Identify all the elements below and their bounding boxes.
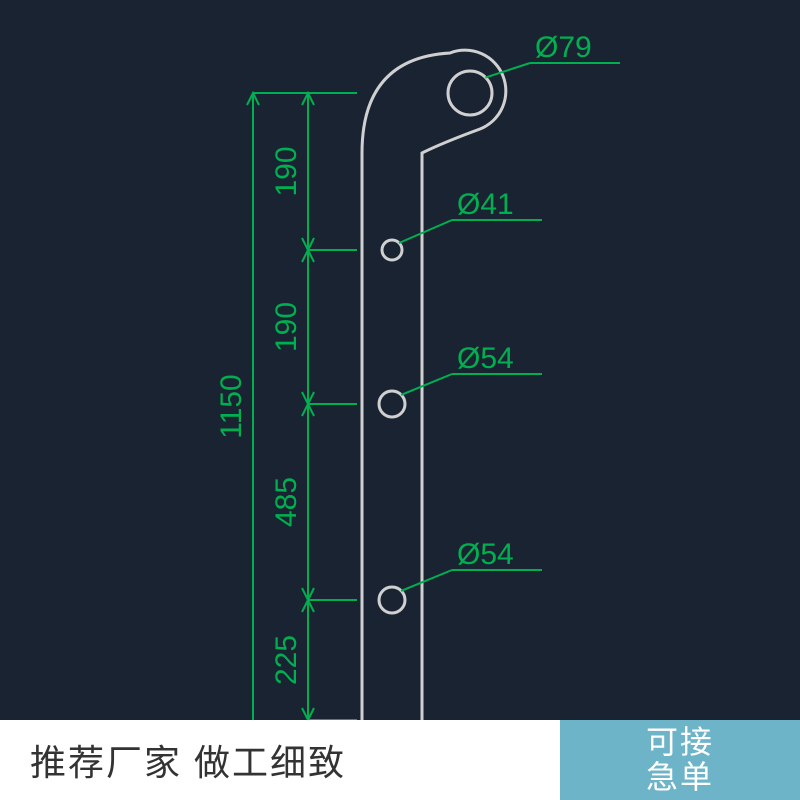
- badge-line1: 可接: [646, 725, 714, 760]
- svg-text:485: 485: [270, 477, 303, 527]
- svg-text:Ø54: Ø54: [457, 342, 514, 375]
- svg-text:190: 190: [270, 302, 303, 352]
- svg-text:190: 190: [270, 146, 303, 196]
- svg-text:Ø41: Ø41: [457, 188, 514, 221]
- svg-text:Ø54: Ø54: [457, 538, 514, 571]
- recommend-text: 推荐厂家 做工细致: [30, 734, 346, 786]
- svg-text:225: 225: [270, 635, 303, 685]
- bottom-left-label: 推荐厂家 做工细致: [0, 720, 560, 800]
- svg-text:1150: 1150: [215, 374, 248, 439]
- svg-text:Ø79: Ø79: [535, 31, 592, 64]
- badge-line2: 急单: [646, 760, 714, 795]
- bottom-right-badge: 可接 急单: [560, 720, 800, 800]
- bottom-bar: 推荐厂家 做工细致 可接 急单: [0, 720, 800, 800]
- cad-diagram: 1150 190 190 485 225 Ø79 Ø41 Ø54 Ø54: [0, 0, 800, 720]
